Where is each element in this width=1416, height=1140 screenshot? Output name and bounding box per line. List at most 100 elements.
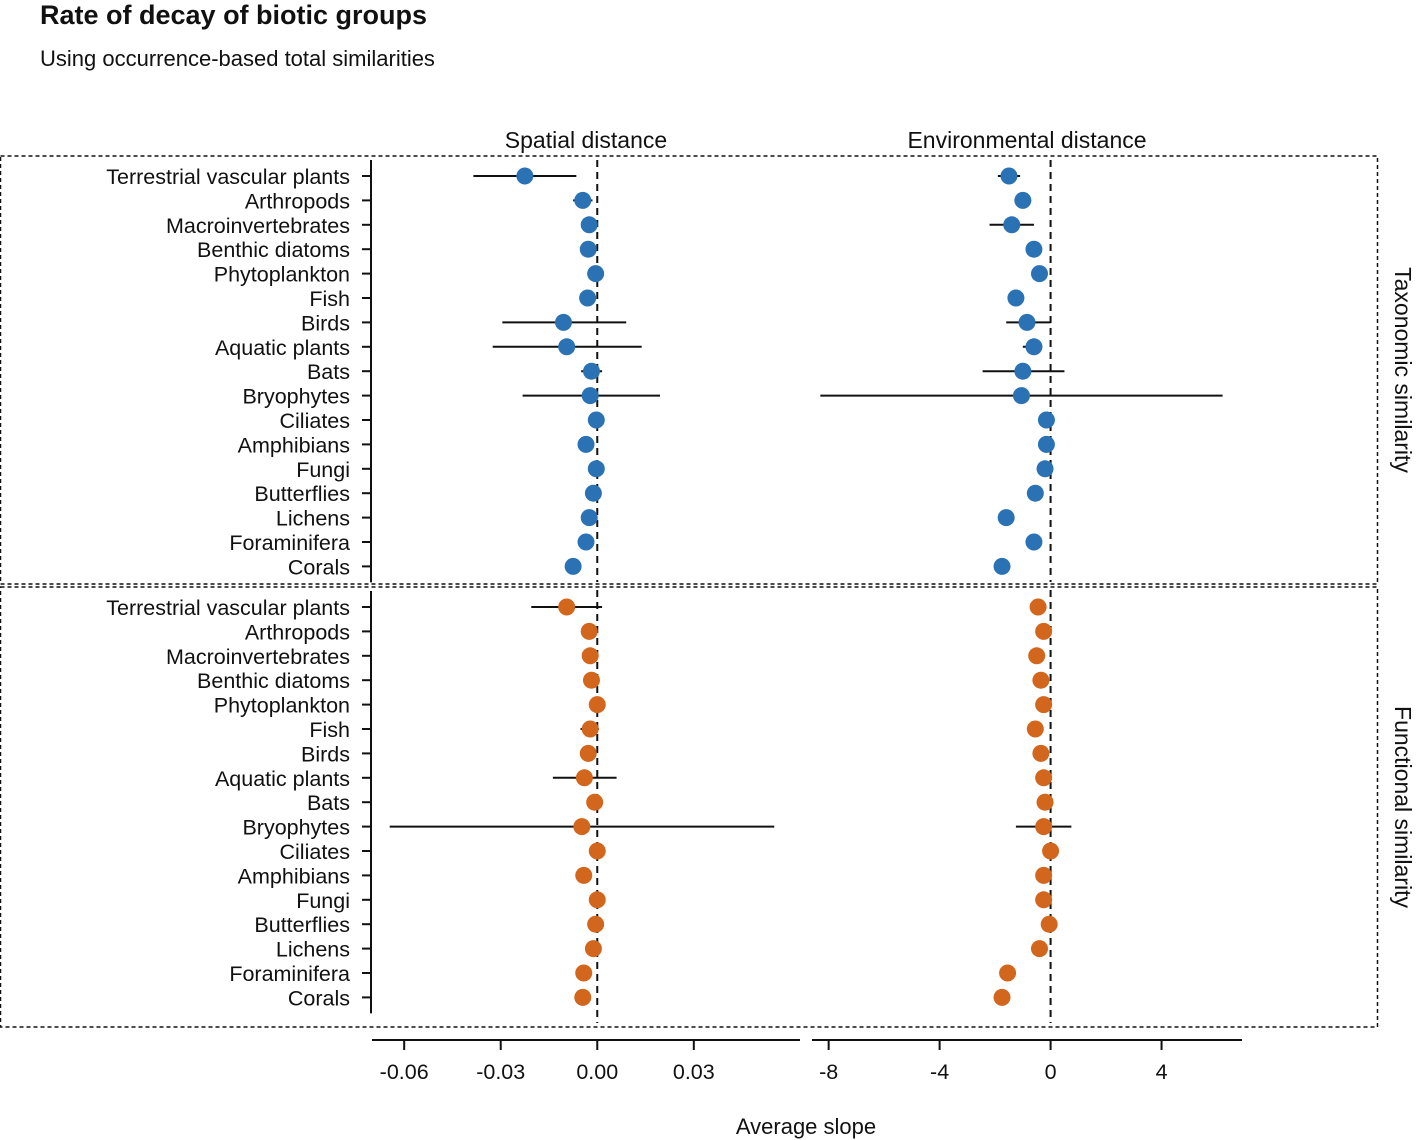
y-tick-label-0-11: Amphibians: [238, 433, 350, 457]
data-point-0-8: [582, 362, 600, 380]
data-point-3-1: [1035, 622, 1053, 640]
data-point-1-13: [1026, 484, 1044, 502]
data-point-2-5: [581, 720, 599, 738]
y-tick-label-0-12: Fungi: [296, 458, 350, 482]
data-point-0-1: [574, 191, 592, 209]
data-point-0-3: [579, 240, 597, 258]
data-point-1-15: [1025, 533, 1043, 551]
y-tick-label-0-3: Benthic diatoms: [197, 238, 350, 262]
data-point-2-14: [584, 940, 602, 958]
y-tick-label-1-0: Terrestrial vascular plants: [106, 596, 350, 620]
y-tick-label-0-4: Phytoplankton: [214, 263, 350, 287]
data-point-2-2: [581, 647, 599, 665]
y-tick-label-1-15: Foraminifera: [229, 962, 350, 986]
data-point-0-14: [580, 509, 598, 527]
x-tick-label-0-0: -0.06: [380, 1060, 429, 1084]
y-tick-label-1-1: Arthropods: [245, 620, 350, 644]
data-point-2-10: [588, 842, 606, 860]
data-point-1-7: [1025, 338, 1043, 356]
data-point-1-0: [1000, 167, 1018, 185]
data-point-3-4: [1035, 696, 1053, 714]
data-point-1-9: [1012, 387, 1030, 405]
data-point-1-12: [1036, 460, 1054, 478]
data-point-0-0: [516, 167, 534, 185]
data-point-3-11: [1035, 866, 1053, 884]
data-point-2-9: [573, 818, 591, 836]
data-point-1-3: [1025, 240, 1043, 258]
data-point-3-14: [1030, 940, 1048, 958]
data-point-2-16: [574, 988, 592, 1006]
data-point-2-6: [579, 744, 597, 762]
data-point-1-5: [1007, 289, 1025, 307]
data-point-0-5: [579, 289, 597, 307]
data-point-2-11: [575, 866, 593, 884]
data-point-1-10: [1037, 411, 1055, 429]
data-point-2-3: [582, 671, 600, 689]
data-point-0-2: [580, 216, 598, 234]
column-header-0: Spatial distance: [505, 127, 667, 153]
y-tick-label-0-2: Macroinvertebrates: [166, 214, 350, 238]
data-point-0-11: [577, 435, 595, 453]
y-tick-label-1-3: Benthic diatoms: [197, 669, 350, 693]
y-tick-label-1-7: Aquatic plants: [215, 767, 350, 791]
data-point-0-4: [587, 265, 605, 283]
y-tick-label-1-4: Phytoplankton: [214, 694, 350, 718]
y-tick-label-1-10: Ciliates: [280, 840, 351, 864]
data-point-1-1: [1014, 191, 1032, 209]
data-point-3-16: [993, 988, 1011, 1006]
y-tick-label-1-13: Butterflies: [254, 913, 350, 937]
y-tick-label-0-7: Aquatic plants: [215, 336, 350, 360]
x-tick-label-0-3: 0.03: [673, 1060, 715, 1084]
data-point-0-10: [587, 411, 605, 429]
data-point-1-6: [1018, 313, 1036, 331]
data-point-3-10: [1042, 842, 1060, 860]
data-point-1-8: [1014, 362, 1032, 380]
x-tick-label-1-0: -8: [819, 1060, 838, 1084]
y-tick-label-0-1: Arthropods: [245, 189, 350, 213]
data-point-1-16: [993, 557, 1011, 575]
data-point-2-15: [575, 964, 593, 982]
y-tick-label-0-9: Bryophytes: [242, 385, 350, 409]
y-tick-label-1-14: Lichens: [276, 938, 350, 962]
data-point-3-5: [1026, 720, 1044, 738]
data-point-3-0: [1029, 598, 1047, 616]
data-point-3-9: [1035, 818, 1053, 836]
row-strip-label-1: Functional similarity: [1390, 706, 1416, 908]
y-tick-label-0-13: Butterflies: [254, 482, 350, 506]
x-tick-label-1-1: -4: [930, 1060, 949, 1084]
data-point-2-0: [558, 598, 576, 616]
y-tick-label-1-9: Bryophytes: [242, 816, 350, 840]
data-point-2-4: [588, 696, 606, 714]
chart-subtitle: Using occurrence-based total similaritie…: [40, 46, 435, 71]
data-point-3-12: [1035, 891, 1053, 909]
row-strip-label-0: Taxonomic similarity: [1390, 267, 1416, 473]
data-point-3-6: [1032, 744, 1050, 762]
data-point-3-7: [1035, 769, 1053, 787]
y-tick-label-0-15: Foraminifera: [229, 531, 350, 555]
data-point-2-13: [587, 915, 605, 933]
y-tick-label-1-8: Bats: [307, 791, 350, 815]
data-point-3-13: [1040, 915, 1058, 933]
data-point-3-3: [1032, 671, 1050, 689]
data-point-0-9: [581, 387, 599, 405]
data-point-2-12: [588, 891, 606, 909]
chart-title: Rate of decay of biotic groups: [40, 0, 428, 30]
data-point-1-2: [1003, 216, 1021, 234]
y-tick-label-0-6: Birds: [301, 311, 350, 335]
data-point-0-13: [584, 484, 602, 502]
x-tick-label-1-3: 4: [1156, 1060, 1168, 1084]
data-point-0-7: [558, 338, 576, 356]
x-tick-label-0-2: 0.00: [576, 1060, 618, 1084]
data-point-0-16: [564, 557, 582, 575]
y-tick-label-1-2: Macroinvertebrates: [166, 645, 350, 669]
y-tick-label-1-6: Birds: [301, 742, 350, 766]
data-point-1-14: [997, 509, 1015, 527]
x-tick-label-0-1: -0.03: [476, 1060, 525, 1084]
data-point-0-15: [577, 533, 595, 551]
facet-box-0: [0, 155, 1379, 585]
y-tick-label-0-5: Fish: [309, 287, 350, 311]
column-header-1: Environmental distance: [907, 127, 1146, 153]
data-point-1-11: [1037, 435, 1055, 453]
y-tick-label-1-16: Corals: [288, 986, 350, 1010]
